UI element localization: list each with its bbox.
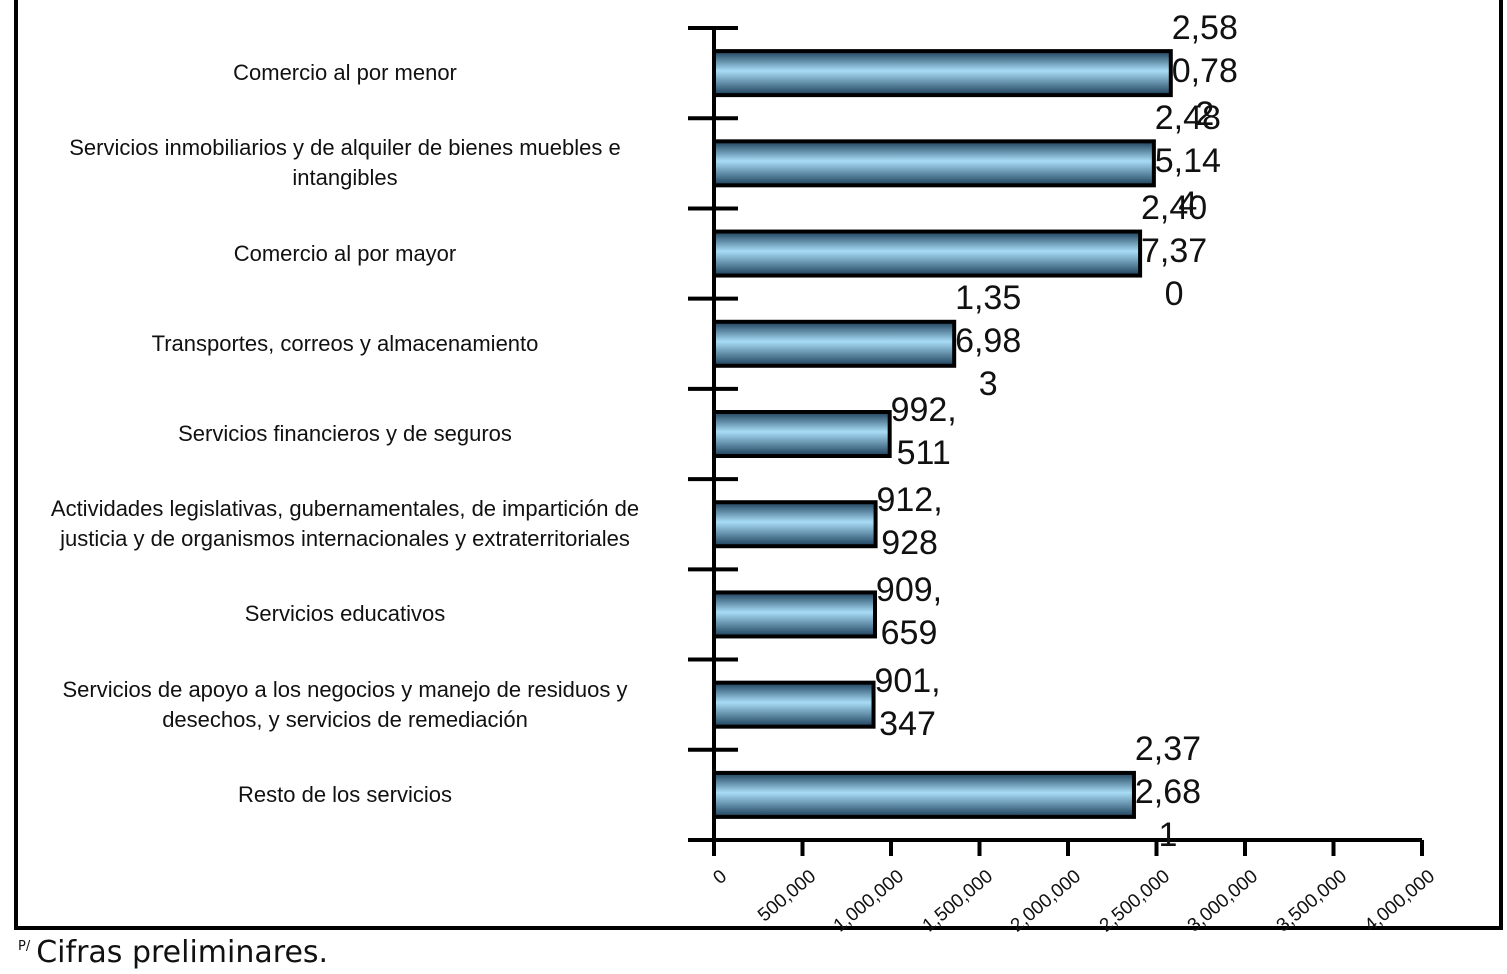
category-label: Transportes, correos y almacenamiento <box>151 330 539 356</box>
category-label: Servicios financieros y de seguros <box>178 421 512 446</box>
bar <box>712 590 878 639</box>
category-label: Resto de los servicios <box>238 781 452 807</box>
bar <box>712 49 1173 98</box>
category-label: Comercio al por menor <box>233 60 457 86</box>
bar <box>712 500 878 549</box>
category-label: Servicios inmobiliarios y de alquiler de… <box>69 135 621 191</box>
bar <box>712 139 1156 188</box>
category-label: Servicios de apoyo a los negocios y mane… <box>62 676 628 732</box>
footnote-text: Cifras preliminares. <box>36 935 329 970</box>
bar <box>712 680 876 729</box>
footnote: P/Cifras preliminares. <box>18 935 328 970</box>
value-label: 912,928 <box>876 481 943 563</box>
value-label: 2,485,144 <box>1154 98 1221 223</box>
value-label: 992,511 <box>890 391 957 472</box>
value-label: 2,407,370 <box>1141 189 1208 314</box>
value-label: 2,580,782 <box>1171 8 1238 133</box>
category-label: Comercio al por mayor <box>233 240 457 266</box>
category-label: Servicios educativos <box>244 601 446 627</box>
bar <box>712 410 892 458</box>
value-label: 2,372,681 <box>1134 730 1202 855</box>
bar <box>712 319 957 368</box>
value-label: 909,659 <box>875 571 943 653</box>
value-label: 901,347 <box>874 661 941 743</box>
value-label: 1,356,983 <box>955 279 1022 404</box>
category-label: Actividades legislativas, gubernamentale… <box>50 496 640 552</box>
footnote-mark: P/ <box>18 939 31 954</box>
bar <box>712 770 1136 819</box>
frame <box>14 0 1503 930</box>
bar <box>712 229 1143 278</box>
